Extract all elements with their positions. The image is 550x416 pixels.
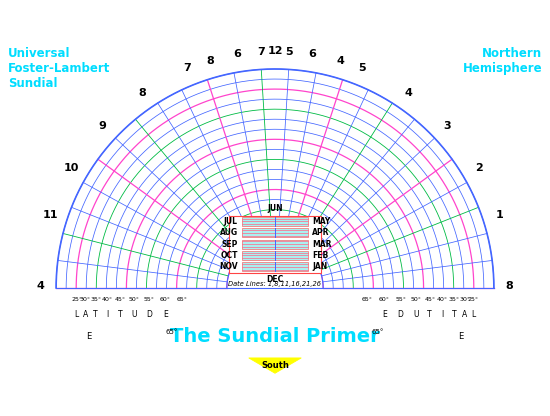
Text: 45°: 45° (424, 297, 435, 302)
Text: SEP: SEP (222, 240, 238, 249)
Text: JUL: JUL (224, 217, 238, 226)
Text: 30°: 30° (459, 297, 470, 302)
Text: 7: 7 (257, 47, 265, 57)
Text: 65°: 65° (372, 329, 384, 335)
Text: 40°: 40° (102, 297, 113, 302)
Text: AUG: AUG (219, 228, 238, 237)
Text: APR: APR (312, 228, 329, 237)
Text: U: U (413, 310, 419, 319)
Text: 8: 8 (505, 281, 513, 291)
Text: 4: 4 (404, 88, 412, 98)
Text: L: L (74, 310, 79, 319)
Text: 55°: 55° (144, 297, 155, 302)
Text: 30°: 30° (80, 297, 91, 302)
Text: U: U (131, 310, 137, 319)
Text: 6: 6 (309, 50, 316, 59)
Text: I: I (442, 310, 444, 319)
Text: 6: 6 (234, 50, 241, 59)
Text: MAR: MAR (312, 240, 332, 249)
Text: 65°: 65° (177, 297, 188, 302)
Bar (242, 262, 308, 272)
Text: D: D (398, 310, 404, 319)
Text: Date Lines: 1,8,11,16,21,26: Date Lines: 1,8,11,16,21,26 (228, 281, 322, 287)
Bar (242, 217, 308, 226)
Text: DEC: DEC (266, 275, 284, 284)
Polygon shape (249, 358, 301, 373)
Text: 45°: 45° (115, 297, 126, 302)
Text: T: T (118, 310, 123, 319)
Text: 55°: 55° (395, 297, 406, 302)
Text: MAY: MAY (312, 217, 331, 226)
Bar (229, 215, 321, 272)
Text: 60°: 60° (379, 297, 390, 302)
Text: 8: 8 (206, 56, 214, 66)
Text: 2: 2 (475, 163, 482, 173)
Text: 25°: 25° (468, 297, 479, 302)
Bar (242, 228, 308, 238)
Text: 12: 12 (267, 47, 283, 57)
Text: E: E (382, 310, 387, 319)
Text: 65°: 65° (362, 297, 373, 302)
Text: A: A (462, 310, 467, 319)
Text: NOV: NOV (219, 262, 238, 271)
Text: JAN: JAN (312, 262, 327, 271)
Text: T: T (427, 310, 432, 319)
Text: 40°: 40° (437, 297, 448, 302)
Text: 35°: 35° (449, 297, 460, 302)
Text: E: E (86, 332, 91, 341)
Text: The Sundial Primer: The Sundial Primer (170, 327, 380, 346)
Text: South: South (261, 361, 289, 370)
Text: 9: 9 (98, 121, 107, 131)
Text: Northern
Hemisphere: Northern Hemisphere (463, 47, 542, 75)
Text: T: T (94, 310, 98, 319)
Text: A: A (83, 310, 88, 319)
Text: OCT: OCT (221, 251, 238, 260)
Text: I: I (106, 310, 108, 319)
Text: E: E (163, 310, 168, 319)
Text: 7: 7 (184, 63, 191, 73)
Text: 50°: 50° (129, 297, 140, 302)
Text: T: T (452, 310, 456, 319)
Text: 60°: 60° (160, 297, 171, 302)
Text: 1: 1 (496, 210, 504, 220)
Text: 4: 4 (37, 281, 45, 291)
Text: 35°: 35° (90, 297, 101, 302)
Text: L: L (471, 310, 476, 319)
Text: 4: 4 (336, 56, 344, 66)
Text: Universal
Foster-Lambert
Sundial: Universal Foster-Lambert Sundial (8, 47, 111, 90)
Text: E: E (459, 332, 464, 341)
Text: 5: 5 (285, 47, 293, 57)
Text: 11: 11 (42, 210, 58, 220)
Text: D: D (146, 310, 152, 319)
Text: FEB: FEB (312, 251, 328, 260)
Text: 50°: 50° (410, 297, 421, 302)
Text: 65°: 65° (166, 329, 178, 335)
Text: JUN: JUN (267, 204, 283, 213)
Text: 25°: 25° (71, 297, 82, 302)
Bar (242, 240, 308, 249)
Text: 3: 3 (444, 121, 452, 131)
Text: 10: 10 (64, 163, 79, 173)
Text: 5: 5 (359, 63, 366, 73)
Text: 8: 8 (138, 88, 146, 98)
Bar (242, 251, 308, 260)
